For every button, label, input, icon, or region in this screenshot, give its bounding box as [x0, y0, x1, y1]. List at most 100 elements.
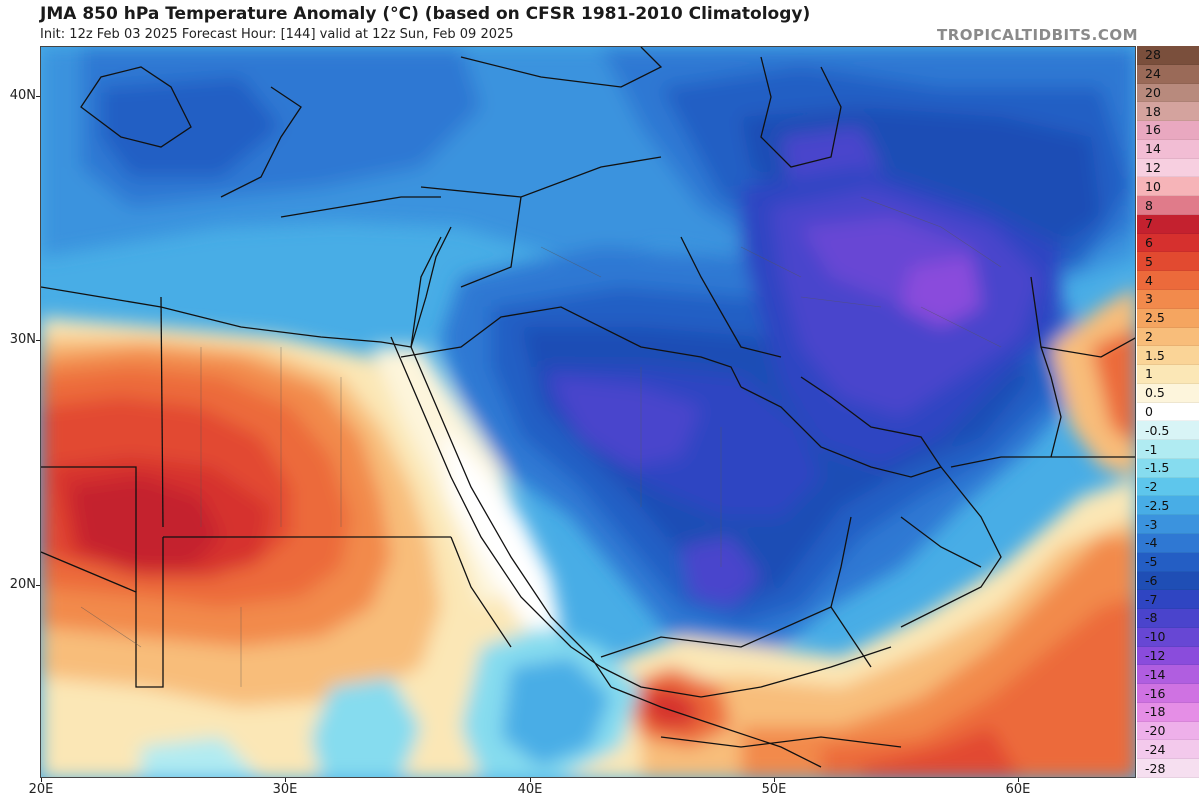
colorbar-level: 0.5	[1137, 383, 1199, 403]
lon-tick	[1018, 777, 1019, 782]
lon-label-60e: 60E	[1005, 782, 1031, 797]
lon-tick	[774, 777, 775, 782]
colorbar-level: -20	[1137, 721, 1199, 741]
lon-label-50e: 50E	[761, 782, 787, 797]
colorbar-level-label: 2.5	[1145, 310, 1165, 326]
colorbar-level-label: -28	[1145, 760, 1166, 776]
colorbar-level: -2.5	[1137, 496, 1199, 516]
colorbar-level-label: 5	[1145, 253, 1153, 269]
chart-title: JMA 850 hPa Temperature Anomaly (°C) (ba…	[40, 4, 811, 24]
colorbar-level: -4	[1137, 534, 1199, 553]
colorbar-level: -5	[1137, 552, 1199, 572]
colorbar-level-label: 4	[1145, 272, 1153, 288]
colorbar-level-label: -10	[1145, 629, 1166, 645]
colorbar-level: -6	[1137, 571, 1199, 591]
colorbar-level: 18	[1137, 102, 1199, 122]
lat-tick	[36, 340, 41, 341]
lon-tick	[41, 777, 42, 782]
colorbar-level: -28	[1137, 759, 1199, 778]
colorbar-level: 6	[1137, 233, 1199, 253]
colorbar-level: -7	[1137, 590, 1199, 610]
source-watermark: TROPICALTIDBITS.COM	[937, 26, 1138, 44]
colorbar-level: 5	[1137, 252, 1199, 272]
colorbar-level: 28	[1137, 46, 1199, 65]
colorbar-level: -12	[1137, 646, 1199, 666]
colorbar-level-label: -1.5	[1145, 460, 1170, 476]
colorbar-level-label: 24	[1145, 66, 1161, 82]
colorbar-level: -14	[1137, 665, 1199, 685]
colorbar-level-label: 2	[1145, 328, 1153, 344]
colorbar-level: 1	[1137, 365, 1199, 384]
colorbar-level-label: -4	[1145, 535, 1158, 551]
colorbar-level-label: 18	[1145, 103, 1161, 119]
colorbar-level: 7	[1137, 214, 1199, 234]
colorbar-level-label: 12	[1145, 159, 1161, 175]
colorbar-level-label: -24	[1145, 741, 1166, 757]
colorbar-level-label: -20	[1145, 723, 1166, 739]
colorbar-level-label: 7	[1145, 216, 1153, 232]
colorbar-level: 14	[1137, 139, 1199, 159]
colorbar-level-label: 14	[1145, 141, 1161, 157]
lat-tick	[36, 96, 41, 97]
colorbar-level-label: 1	[1145, 366, 1153, 382]
colorbar-level-label: -2.5	[1145, 497, 1170, 513]
colorbar-level-label: 8	[1145, 197, 1153, 213]
colorbar-level: 16	[1137, 121, 1199, 140]
colorbar-level: -10	[1137, 627, 1199, 647]
colorbar-level-label: -6	[1145, 572, 1158, 588]
anomaly-shading	[41, 47, 1135, 777]
colorbar-level-label: 28	[1145, 47, 1161, 63]
colorbar-level: -8	[1137, 609, 1199, 628]
colorbar-level-label: -18	[1145, 704, 1166, 720]
colorbar-level: -0.5	[1137, 421, 1199, 441]
colorbar-level: 20	[1137, 83, 1199, 103]
colorbar-level-label: 0.5	[1145, 385, 1165, 401]
colorbar-level-label: -12	[1145, 647, 1166, 663]
colorbar-level: 4	[1137, 271, 1199, 290]
lat-label-20n: 20N	[9, 577, 36, 592]
lon-tick	[285, 777, 286, 782]
colorbar-level: 1.5	[1137, 346, 1199, 366]
colorbar-level-label: -3	[1145, 516, 1158, 532]
forecast-info: Init: 12z Feb 03 2025 Forecast Hour: [14…	[40, 27, 514, 42]
colorbar-level: 0	[1137, 402, 1199, 422]
lon-tick	[530, 777, 531, 782]
lat-label-30n: 30N	[9, 332, 36, 347]
country-borders	[41, 47, 1135, 768]
colorbar-level-label: 16	[1145, 122, 1161, 138]
lat-label-40n: 40N	[9, 88, 36, 103]
colorbar-level-label: -1	[1145, 441, 1158, 457]
colorbar-level-label: -8	[1145, 610, 1158, 626]
colorbar-level: -2	[1137, 477, 1199, 497]
colorbar-level: 24	[1137, 64, 1199, 84]
colorbar-level-label: 0	[1145, 403, 1153, 419]
colorbar-level-label: 20	[1145, 84, 1161, 100]
colorbar-level-label: -2	[1145, 479, 1158, 495]
colorbar-level-label: -14	[1145, 666, 1166, 682]
colorbar-level: 3	[1137, 290, 1199, 309]
lat-tick	[36, 585, 41, 586]
colorbar-level-label: -5	[1145, 554, 1158, 570]
colorbar-level: -3	[1137, 515, 1199, 534]
lon-label-30e: 30E	[272, 782, 298, 797]
temperature-colorbar: 28 24 20 18 16 14 12 10 8 7 6 5 4 3 2.5 2 1.5 1 0.5 0 -0.5 -1…	[1137, 46, 1199, 778]
colorbar-level: 12	[1137, 158, 1199, 178]
colorbar-level: -1	[1137, 440, 1199, 459]
colorbar-level: -24	[1137, 740, 1199, 760]
colorbar-level: 8	[1137, 196, 1199, 215]
colorbar-level-label: 6	[1145, 235, 1153, 251]
colorbar-level-label: -0.5	[1145, 422, 1170, 438]
colorbar-level: 10	[1137, 177, 1199, 197]
colorbar-level: -18	[1137, 702, 1199, 722]
colorbar-level-label: -7	[1145, 591, 1158, 607]
colorbar-level-label: 3	[1145, 291, 1153, 307]
colorbar-level: 2	[1137, 327, 1199, 347]
lon-label-20e: 20E	[28, 782, 54, 797]
colorbar-level: 2.5	[1137, 308, 1199, 328]
province-borders	[80, 196, 1002, 687]
lon-label-40e: 40E	[517, 782, 543, 797]
temperature-anomaly-map	[40, 46, 1136, 778]
colorbar-level: -16	[1137, 684, 1199, 703]
anomaly-field-svg	[41, 47, 1135, 777]
colorbar-level-label: -16	[1145, 685, 1166, 701]
